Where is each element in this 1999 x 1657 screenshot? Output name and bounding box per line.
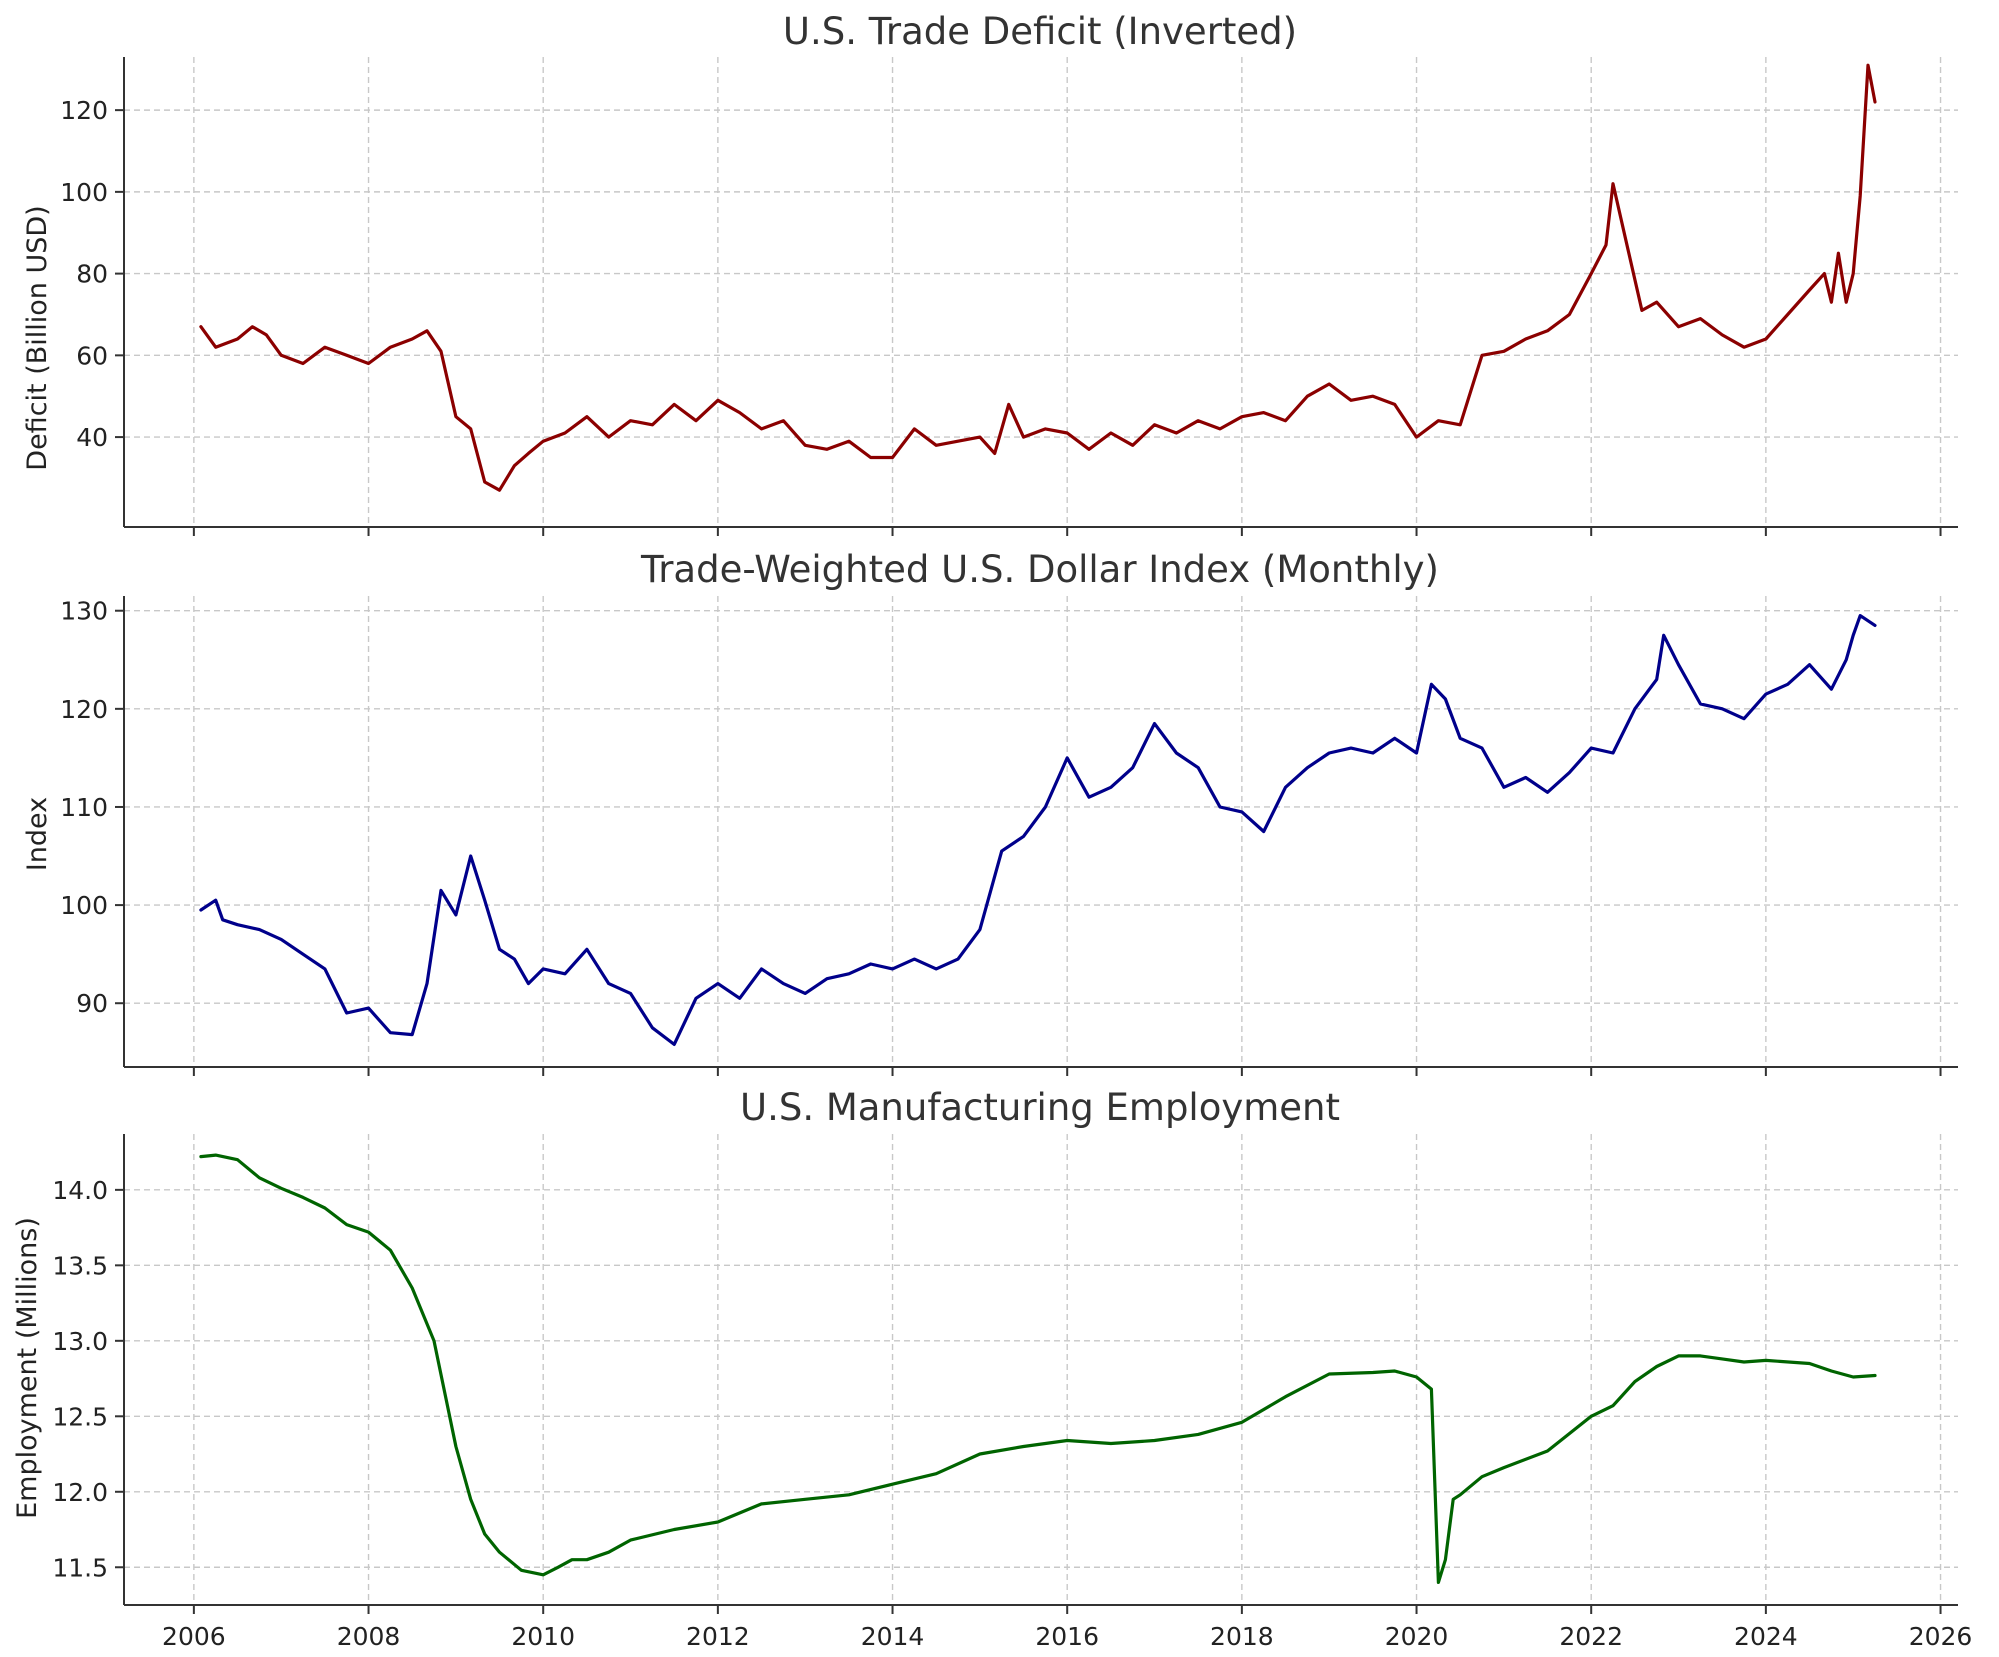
y-tick-label: 13.5 (52, 1251, 108, 1280)
x-tick-label: 2024 (1734, 1622, 1798, 1651)
dollar-index-line (199, 613, 1877, 1047)
manufacturing-employment-panel: U.S. Manufacturing Employment Employment… (12, 1086, 1972, 1651)
x-tick-label: 2016 (1035, 1622, 1099, 1651)
gridlines (124, 596, 1958, 1067)
y-tick-label: 130 (60, 597, 108, 626)
y-axis-label: Employment (Millions) (12, 1217, 43, 1519)
trade-deficit-line (199, 63, 1877, 492)
y-tick-label: 100 (60, 891, 108, 920)
chart-title: Trade-Weighted U.S. Dollar Index (Monthl… (640, 548, 1439, 591)
chart-title: U.S. Trade Deficit (Inverted) (783, 10, 1297, 53)
y-tick-label: 120 (60, 695, 108, 724)
x-tick-label: 2022 (1559, 1622, 1623, 1651)
chart-title: U.S. Manufacturing Employment (740, 1086, 1340, 1129)
dollar-index-panel: Trade-Weighted U.S. Dollar Index (Monthl… (22, 548, 1958, 1076)
x-tick-label: 2018 (1210, 1622, 1274, 1651)
y-axis-label: Index (22, 797, 53, 871)
axes: 40 60 80 100 120 (60, 57, 1958, 536)
x-tick-label: 2026 (1909, 1622, 1973, 1651)
y-tick-label: 14.0 (52, 1176, 108, 1205)
x-tick-label: 2006 (162, 1622, 226, 1651)
gridlines (124, 57, 1958, 527)
y-axis-label: Deficit (Billion USD) (22, 205, 53, 470)
y-tick-label: 13.0 (52, 1327, 108, 1356)
y-tick-label: 12.5 (52, 1402, 108, 1431)
y-tick-label: 90 (76, 989, 108, 1018)
y-tick-label: 12.0 (52, 1478, 108, 1507)
manufacturing-employment-line (199, 1153, 1877, 1585)
axes: 11.5 12.0 12.5 13.0 13.5 14.0 2006 2008 2010 2012… (52, 1134, 1972, 1651)
y-tick-label: 100 (60, 178, 108, 207)
x-tick-label: 2008 (337, 1622, 401, 1651)
axes: 90 100 110 120 130 (60, 596, 1958, 1076)
y-tick-label: 11.5 (52, 1553, 108, 1582)
y-tick-label: 40 (76, 423, 108, 452)
y-tick-label: 120 (60, 96, 108, 125)
x-tick-label: 2010 (511, 1622, 575, 1651)
x-tick-label: 2012 (686, 1622, 750, 1651)
y-tick-label: 110 (60, 793, 108, 822)
y-tick-label: 60 (76, 341, 108, 370)
x-tick-label: 2020 (1385, 1622, 1449, 1651)
x-tick-label: 2014 (861, 1622, 925, 1651)
trade-deficit-panel: U.S. Trade Deficit (Inverted) Deficit (B… (22, 10, 1958, 536)
plot-frame (124, 57, 1958, 527)
y-tick-label: 80 (76, 260, 108, 289)
gridlines (124, 1134, 1958, 1605)
